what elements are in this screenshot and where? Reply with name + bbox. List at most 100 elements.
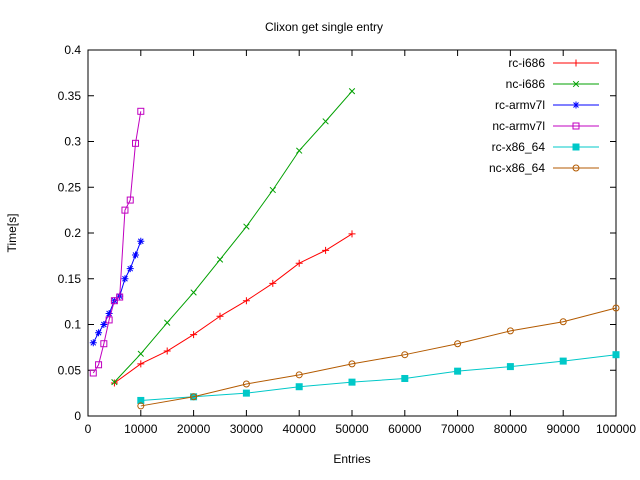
marker-plus-icon — [163, 347, 171, 355]
marker-square-open-icon — [110, 297, 118, 305]
marker-asterisk-icon — [137, 237, 145, 245]
chart-title: Clixon get single entry — [265, 20, 383, 34]
marker-square-filled-icon — [242, 389, 250, 397]
legend-label: rc-i686 — [508, 56, 545, 70]
marker-square-filled-icon — [401, 374, 409, 382]
marker-plus-icon — [190, 331, 198, 339]
legend-item-nc-i686: nc-i686 — [506, 77, 599, 91]
legend-label: nc-x86_64 — [489, 161, 545, 175]
series-nc-x86_64 — [137, 304, 620, 410]
marker-plus-icon — [137, 360, 145, 368]
marker-plus-icon — [348, 230, 356, 238]
x-tick-label: 100000 — [596, 422, 636, 436]
marker-square-open-icon — [572, 122, 580, 130]
y-tick-label: 0.4 — [64, 43, 81, 57]
legend-item-rc-i686: rc-i686 — [508, 56, 599, 70]
legend: rc-i686 nc-i686 rc-armv7l nc-armv7l rc-x86_6… — [489, 56, 599, 175]
series-rc-x86_64 — [137, 351, 620, 404]
y-tick-label: 0.15 — [58, 272, 82, 286]
legend-label: nc-i686 — [506, 77, 546, 91]
marker-square-open-icon — [121, 206, 129, 214]
legend-item-rc-armv7l: rc-armv7l — [495, 98, 599, 112]
marker-cross-icon — [322, 118, 329, 125]
marker-square-filled-icon — [559, 357, 567, 365]
marker-cross-icon — [190, 289, 197, 296]
marker-plus-icon — [322, 246, 330, 254]
x-tick-label: 60000 — [388, 422, 422, 436]
marker-cross-icon — [164, 319, 171, 326]
marker-square-open-icon — [100, 340, 108, 348]
y-tick-label: 0.3 — [64, 135, 81, 149]
series-nc-i686 — [111, 88, 356, 386]
series-line-nc-i686 — [114, 90, 353, 383]
y-tick-label: 0.05 — [58, 363, 82, 377]
marker-plus-icon — [242, 297, 250, 305]
x-tick-label: 20000 — [177, 422, 211, 436]
y-tick-label: 0 — [74, 409, 81, 423]
marker-plus-icon — [572, 59, 580, 67]
y-tick-label: 0.2 — [64, 226, 81, 240]
series-rc-i686 — [110, 230, 356, 387]
y-tick-label: 0.1 — [64, 318, 81, 332]
marker-square-filled-icon — [454, 367, 462, 375]
x-tick-label: 40000 — [283, 422, 317, 436]
legend-label: rc-armv7l — [495, 98, 545, 112]
y-tick-label: 0.35 — [58, 89, 82, 103]
x-tick-label: 90000 — [547, 422, 581, 436]
marker-asterisk-icon — [95, 329, 103, 337]
legend-item-rc-x86_64: rc-x86_64 — [492, 140, 599, 154]
x-tick-label: 30000 — [230, 422, 264, 436]
marker-cross-icon — [243, 223, 250, 230]
x-tick-label: 70000 — [441, 422, 475, 436]
legend-item-nc-x86_64: nc-x86_64 — [489, 161, 599, 175]
marker-square-filled-icon — [137, 396, 145, 404]
axes: 0 10000 20000 30000 40000 50000 60000 70000 8000… — [58, 43, 637, 436]
legend-label: nc-armv7l — [492, 119, 545, 133]
marker-circle-open-icon — [612, 304, 620, 312]
marker-plus-icon — [269, 279, 277, 287]
y-axis-label: Time[s] — [5, 214, 19, 253]
marker-cross-icon — [216, 256, 224, 263]
x-tick-label: 0 — [85, 422, 92, 436]
y-tick-label: 0.25 — [58, 180, 82, 194]
marker-square-open-icon — [105, 316, 113, 324]
marker-square-filled-icon — [506, 363, 514, 371]
marker-asterisk-icon — [132, 251, 140, 259]
marker-plus-icon — [295, 259, 303, 267]
marker-circle-open-icon — [401, 351, 409, 359]
marker-square-open-icon — [89, 369, 97, 377]
marker-square-open-icon — [95, 361, 103, 369]
marker-asterisk-icon — [126, 265, 134, 273]
marker-cross-icon — [572, 80, 580, 88]
marker-square-filled-icon — [295, 383, 303, 391]
marker-asterisk-icon — [89, 339, 97, 347]
marker-square-open-icon — [137, 107, 145, 115]
marker-asterisk-icon — [100, 321, 108, 328]
marker-square-open-icon — [132, 139, 140, 147]
marker-circle-open-icon — [454, 340, 462, 348]
marker-square-filled-icon — [612, 351, 620, 359]
marker-cross-icon — [269, 186, 276, 194]
series-line-rc-x86_64 — [140, 354, 617, 401]
marker-circle-open-icon — [559, 318, 567, 326]
series-line-rc-i686 — [114, 233, 353, 384]
marker-asterisk-icon — [105, 310, 113, 318]
series-lines — [89, 88, 620, 410]
marker-cross-icon — [348, 88, 356, 95]
marker-plus-icon — [110, 379, 118, 387]
legend-label: rc-x86_64 — [492, 140, 546, 154]
series-line-nc-armv7l — [92, 111, 142, 374]
marker-square-filled-icon — [348, 378, 356, 386]
x-tick-label: 50000 — [335, 422, 369, 436]
marker-circle-open-icon — [242, 380, 250, 388]
x-axis-label: Entries — [333, 452, 370, 466]
x-tick-label: 80000 — [494, 422, 528, 436]
legend-item-nc-armv7l: nc-armv7l — [492, 119, 599, 133]
marker-circle-open-icon — [348, 360, 356, 368]
marker-circle-open-icon — [137, 402, 145, 410]
marker-cross-icon — [137, 350, 144, 357]
marker-circle-open-icon — [506, 327, 514, 335]
marker-cross-icon — [111, 378, 118, 386]
